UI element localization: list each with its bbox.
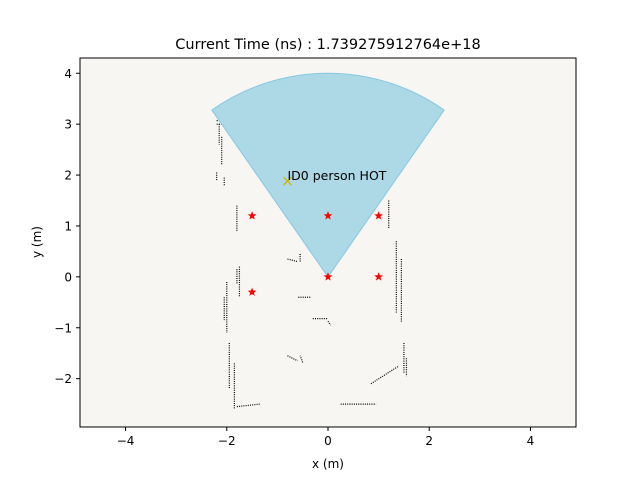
y-tick-label: 4 — [64, 67, 72, 81]
waypoint-star — [323, 272, 333, 281]
y-tick-label: 2 — [64, 169, 72, 183]
sector-layer — [211, 72, 445, 278]
waypoint-star — [247, 211, 257, 220]
marker-layer: ID0 person HOT — [247, 168, 387, 296]
y-tick-label: −1 — [54, 321, 72, 335]
y-tick-label: −2 — [54, 372, 72, 386]
y-axis: −2 −1 0 1 2 3 4 — [54, 67, 80, 386]
map-wall-segment — [287, 355, 298, 362]
y-tick-label: 3 — [64, 118, 72, 132]
x-tick-label: 0 — [324, 434, 332, 448]
chart-title: Current Time (ns) : 1.739275912764e+18 — [175, 37, 480, 53]
y-tick-label: 0 — [64, 270, 72, 284]
waypoint-star — [374, 211, 383, 220]
x-tick-label: −2 — [218, 434, 236, 448]
x-axis: −4 −2 0 2 4 — [117, 427, 535, 448]
waypoint-star — [247, 287, 257, 296]
x-axis-label: x (m) — [312, 457, 344, 471]
detection-marker — [283, 176, 292, 186]
field-of-view-sector — [211, 72, 445, 278]
x-tick-label: −4 — [117, 434, 135, 448]
x-tick-label: 4 — [527, 434, 535, 448]
waypoint-star — [374, 272, 383, 281]
map-wall-segment — [236, 403, 260, 408]
waypoint-star — [323, 211, 333, 220]
map-wall-segment — [287, 258, 298, 263]
y-axis-label: y (m) — [30, 226, 44, 258]
y-tick-label: 1 — [64, 219, 72, 233]
x-tick-label: 2 — [425, 434, 433, 448]
map-wall-segment — [327, 320, 332, 326]
detection-label: ID0 person HOT — [288, 168, 387, 183]
